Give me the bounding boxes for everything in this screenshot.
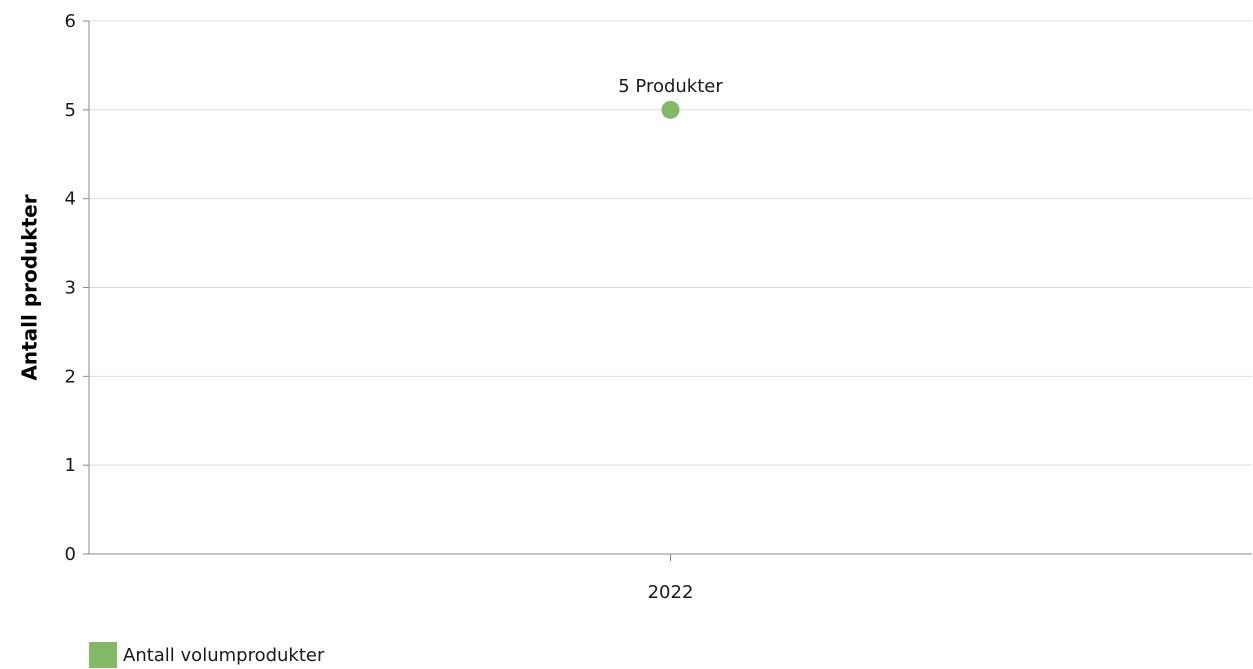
y-tick-label: 5 [65,100,76,121]
chart: 0 1 2 3 4 5 6 2022 5 Produkter Antall produkte… [18,11,1252,603]
x-tick-labels: 2022 [648,554,694,603]
legend-label: Antall volumprodukter [123,644,325,666]
y-tick-label: 1 [65,455,76,476]
y-tick-labels: 0 1 2 3 4 5 6 [65,11,89,565]
y-tick-label: 3 [65,278,76,299]
legend-swatch [89,642,117,668]
y-tick-label: 6 [65,11,76,32]
y-axis-title: Antall produkter [18,194,42,380]
x-tick-label: 2022 [648,582,694,603]
y-tick-label: 0 [65,544,76,565]
legend: Antall volumprodukter [89,642,324,668]
y-tick-label: 4 [65,189,76,210]
data-point[interactable] [661,100,680,119]
data-label: 5 Produkter [618,76,723,97]
y-tick-label: 2 [65,366,76,387]
data-points: 5 Produkter [618,76,723,119]
